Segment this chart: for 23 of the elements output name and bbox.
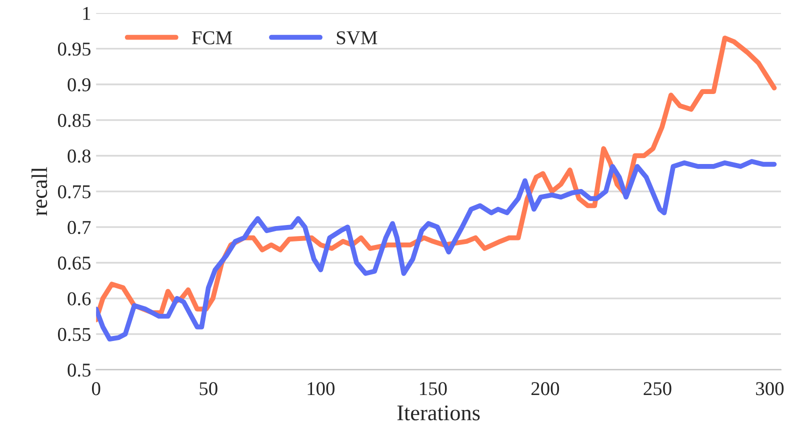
x-axis-title: Iterations [397, 405, 480, 420]
y-tick-label: 0.9 [68, 78, 90, 92]
x-tick-label: 250 [644, 382, 672, 396]
x-tick-label: 150 [420, 382, 447, 396]
x-tick-label: 0 [92, 382, 100, 396]
x-tick-label: 50 [200, 382, 218, 396]
x-tick-label: 100 [308, 382, 335, 396]
y-tick-label: 0.85 [58, 114, 90, 128]
line-series [96, 159, 777, 342]
y-tick-label: 0.8 [68, 150, 91, 163]
x-tick-label: 200 [531, 382, 560, 396]
y-tick-label: 0.65 [58, 256, 90, 270]
y-tick-label: 1 [83, 6, 90, 20]
y-tick-label: 0.7 [68, 220, 91, 234]
x-tick-label: 300 [756, 382, 784, 396]
y-axis-title: recall [32, 167, 48, 216]
y-tick-label: 0.55 [58, 328, 90, 342]
legend-label: SVM [336, 31, 378, 44]
y-tick-label: 0.5 [68, 364, 90, 377]
legend-label: FCM [192, 31, 232, 44]
y-tick-label: 0.6 [68, 292, 91, 306]
y-tick-label: 0.75 [58, 185, 90, 198]
y-tick-label: 0.95 [58, 42, 90, 56]
